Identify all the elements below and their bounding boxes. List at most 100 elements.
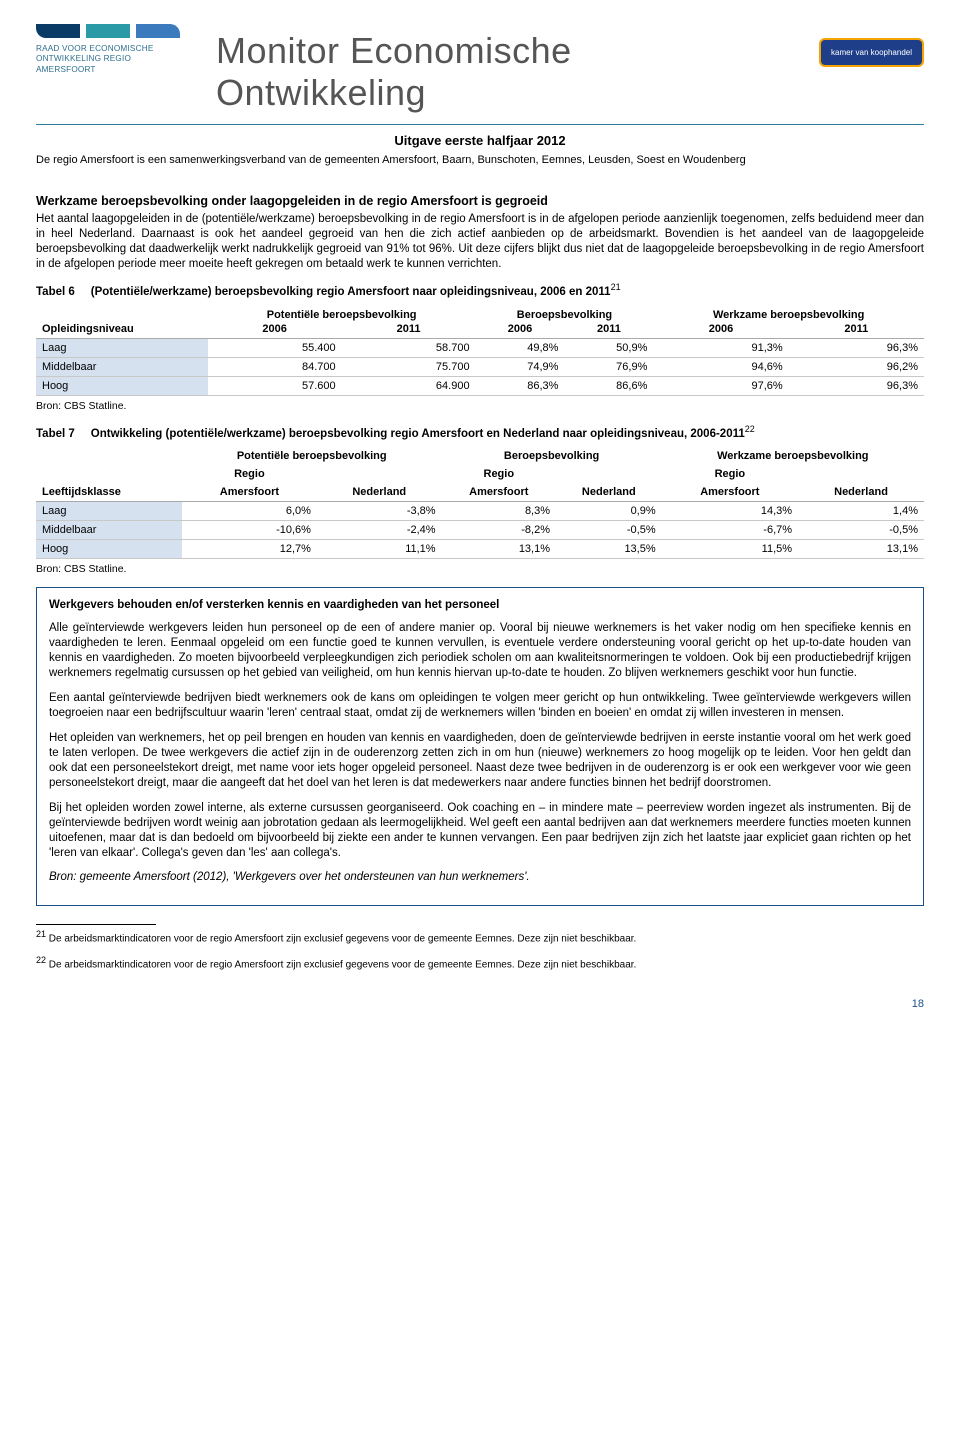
cell: 13,1%	[798, 540, 924, 559]
cell: 74,9%	[476, 357, 565, 376]
cell: -8,2%	[442, 521, 556, 540]
cell: 11,1%	[317, 540, 442, 559]
page-header: RAAD VOOR ECONOMISCHE ONTWIKKELING REGIO…	[36, 0, 924, 166]
table6-group: Potentiële beroepsbevolking	[208, 306, 476, 323]
table-row: Middelbaar84.70075.70074,9%76,9%94,6%96,…	[36, 357, 924, 376]
table7-group: Beroepsbevolking	[442, 447, 662, 465]
info-box-p1: Alle geïnterviewde werkgevers leiden hun…	[49, 621, 911, 681]
row-label: Hoog	[36, 540, 182, 559]
footnote-22: 22 De arbeidsmarktindicatoren voor de re…	[36, 955, 924, 970]
row-label: Middelbaar	[36, 357, 208, 376]
table7-sub: Regio	[182, 465, 317, 483]
info-box-title: Werkgevers behouden en/of versterken ken…	[49, 598, 911, 613]
cell: 50,9%	[564, 338, 653, 357]
fn21-num: 21	[36, 929, 46, 939]
table6-group: Werkzame beroepsbevolking	[653, 306, 924, 323]
table6-source: Bron: CBS Statline.	[36, 400, 924, 412]
cell: 96,3%	[789, 338, 924, 357]
table7-sub: Nederland	[317, 483, 442, 502]
cell: -0,5%	[798, 521, 924, 540]
cell: 96,3%	[789, 376, 924, 395]
row-label: Middelbaar	[36, 521, 182, 540]
cell: 86,3%	[476, 376, 565, 395]
logo: RAAD VOOR ECONOMISCHE ONTWIKKELING REGIO…	[36, 24, 196, 75]
info-box-bron: Bron: gemeente Amersfoort (2012), 'Werkg…	[49, 870, 911, 885]
cell: 49,8%	[476, 338, 565, 357]
footnote-rule	[36, 924, 156, 925]
table6-title: (Potentiële/werkzame) beroepsbevolking r…	[91, 286, 611, 298]
table6-rowhdr: Opleidingsniveau	[36, 323, 208, 339]
table7-sub: Amersfoort	[662, 483, 798, 502]
cell: 96,2%	[789, 357, 924, 376]
cell: 11,5%	[662, 540, 798, 559]
table6-label: Tabel 6	[36, 286, 75, 298]
table7-sub	[798, 465, 924, 483]
logo-subtitle: RAAD VOOR ECONOMISCHE ONTWIKKELING REGIO…	[36, 44, 196, 75]
section-heading: Werkzame beroepsbevolking onder laagopge…	[36, 194, 924, 208]
fn22-text: De arbeidsmarktindicatoren voor de regio…	[49, 959, 637, 970]
cell: 1,4%	[798, 502, 924, 521]
table7-group: Potentiële beroepsbevolking	[182, 447, 442, 465]
row-label: Hoog	[36, 376, 208, 395]
cell: -0,5%	[556, 521, 662, 540]
cell: 94,6%	[653, 357, 788, 376]
table7-sup: 22	[745, 424, 755, 434]
table-row: Laag6,0%-3,8%8,3%0,9%14,3%1,4%	[36, 502, 924, 521]
section-body: Het aantal laagopgeleiden in de (potenti…	[36, 212, 924, 272]
table7-sub: Amersfoort	[442, 483, 556, 502]
cell: 55.400	[208, 338, 342, 357]
kvk-badge: kamer van koophandel	[819, 38, 924, 67]
cell: -2,4%	[317, 521, 442, 540]
table6-caption: Tabel 6 (Potentiële/werkzame) beroepsbev…	[36, 282, 924, 298]
cell: 13,5%	[556, 540, 662, 559]
cell: 64.900	[342, 376, 476, 395]
header-rule	[36, 124, 924, 125]
logo-bar	[36, 24, 80, 38]
cell: 0,9%	[556, 502, 662, 521]
table6-sub: 2011	[789, 323, 924, 339]
table6: Potentiële beroepsbevolking Beroepsbevol…	[36, 306, 924, 396]
table-row: Hoog57.60064.90086,3%86,6%97,6%96,3%	[36, 376, 924, 395]
table7-sub: Regio	[442, 465, 556, 483]
edition-subtitle: Uitgave eerste halfjaar 2012	[36, 133, 924, 148]
info-box-p4: Bij het opleiden worden zowel interne, a…	[49, 801, 911, 861]
table7-caption: Tabel 7 Ontwikkeling (potentiële/werkzam…	[36, 424, 924, 440]
table7-title: Ontwikkeling (potentiële/werkzame) beroe…	[91, 427, 745, 439]
table7-source: Bron: CBS Statline.	[36, 563, 924, 575]
cell: 75.700	[342, 357, 476, 376]
fn22-num: 22	[36, 955, 46, 965]
table6-sup: 21	[611, 282, 621, 292]
table-row: Hoog12,7%11,1%13,1%13,5%11,5%13,1%	[36, 540, 924, 559]
logo-bar	[86, 24, 130, 38]
page-title: Monitor Economische Ontwikkeling	[216, 30, 784, 114]
row-label: Laag	[36, 502, 182, 521]
table7-sub: Nederland	[798, 483, 924, 502]
cell: 13,1%	[442, 540, 556, 559]
row-label: Laag	[36, 338, 208, 357]
table7-sub: Regio	[662, 465, 798, 483]
table6-sub: 2011	[564, 323, 653, 339]
table-row: Laag55.40058.70049,8%50,9%91,3%96,3%	[36, 338, 924, 357]
table-row: Middelbaar-10,6%-2,4%-8,2%-0,5%-6,7%-0,5…	[36, 521, 924, 540]
table6-sub: 2006	[653, 323, 788, 339]
table6-sub: 2011	[342, 323, 476, 339]
table7-label: Tabel 7	[36, 427, 75, 439]
cell: 84.700	[208, 357, 342, 376]
cell: 8,3%	[442, 502, 556, 521]
cell: 91,3%	[653, 338, 788, 357]
cell: -6,7%	[662, 521, 798, 540]
cell: 97,6%	[653, 376, 788, 395]
cell: 12,7%	[182, 540, 317, 559]
table7-sub	[556, 465, 662, 483]
logo-bar	[136, 24, 180, 38]
table7-sub: Amersfoort	[182, 483, 317, 502]
cell: 76,9%	[564, 357, 653, 376]
cell: -10,6%	[182, 521, 317, 540]
info-box-p3: Het opleiden van werknemers, het op peil…	[49, 731, 911, 791]
cell: 86,6%	[564, 376, 653, 395]
cell: -3,8%	[317, 502, 442, 521]
table7-group: Werkzame beroepsbevolking	[662, 447, 924, 465]
cell: 6,0%	[182, 502, 317, 521]
cell: 58.700	[342, 338, 476, 357]
cell: 14,3%	[662, 502, 798, 521]
